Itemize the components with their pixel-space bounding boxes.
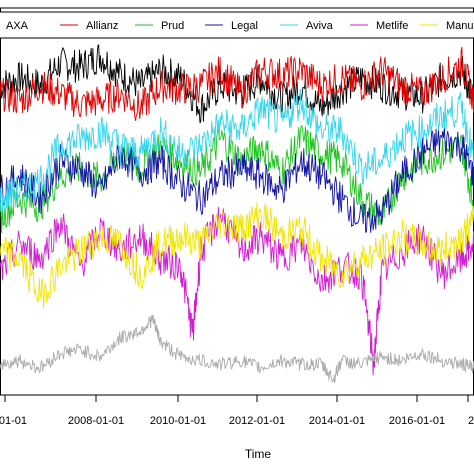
- legend-label-aviva: Aviva: [306, 20, 334, 32]
- series-line-allianz: [0, 46, 474, 122]
- legend-label-axa: AXA: [6, 20, 29, 32]
- series-line-legal: [0, 126, 474, 233]
- x-tick-label: 2014-01-01: [309, 415, 365, 427]
- series-line-manu: [0, 202, 474, 309]
- legend-label-legal: Legal: [231, 20, 258, 32]
- legend: AXA Allianz Prud Legal Aviva Metlife Manu: [0, 11, 474, 39]
- x-axis: 06-01-01 2008-01-01 2010-01-01 2012-01-01 20…: [0, 395, 474, 427]
- x-tick-label: 06-01-01: [0, 415, 27, 427]
- series-layer: [0, 44, 474, 383]
- legend-label-prud: Prud: [161, 20, 184, 32]
- x-tick-label: 2008-01-01: [68, 415, 124, 427]
- legend-label-metlife: Metlife: [376, 20, 408, 32]
- series-line-grey: [0, 314, 474, 383]
- x-axis-title: Time: [245, 447, 272, 461]
- series-line-aviva: [0, 88, 474, 213]
- x-tick-label: 20: [468, 415, 474, 427]
- legend-label-manu: Manu: [446, 20, 474, 32]
- x-tick-label: 2010-01-01: [150, 415, 206, 427]
- x-tick-label: 2016-01-01: [389, 415, 445, 427]
- legend-box: [0, 11, 474, 39]
- x-tick-label: 2012-01-01: [229, 415, 285, 427]
- legend-label-allianz: Allianz: [86, 20, 118, 32]
